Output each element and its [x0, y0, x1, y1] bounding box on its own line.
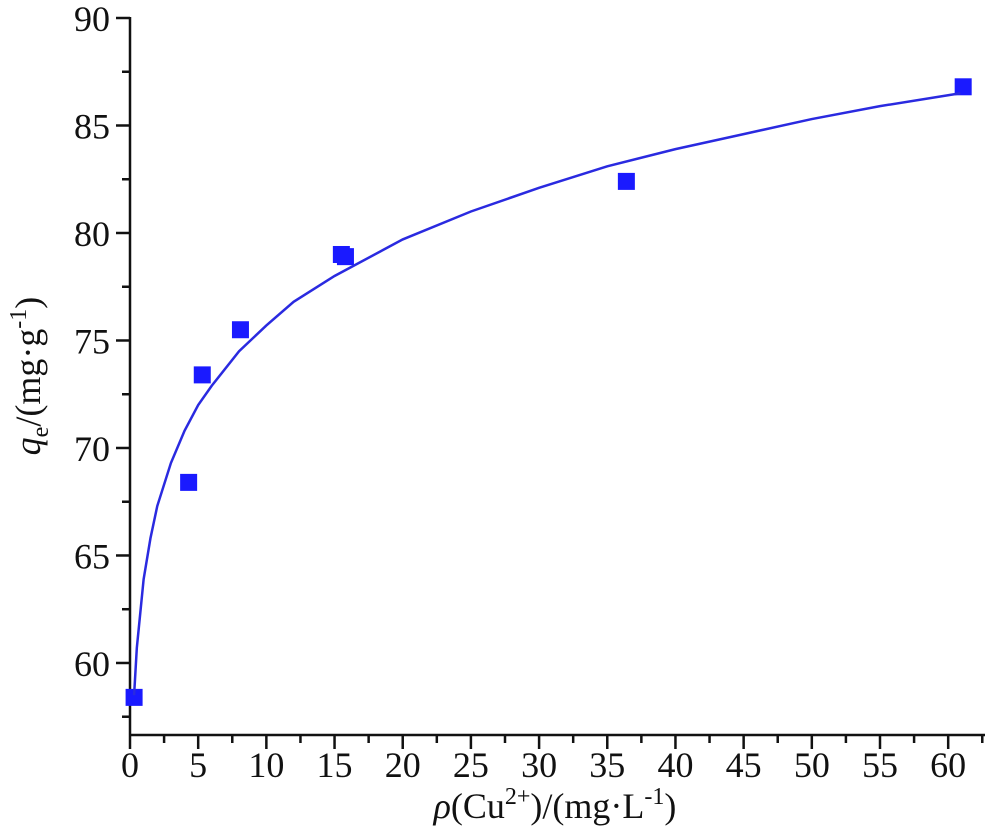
y-tick-label: 80: [74, 214, 110, 254]
data-point: [231, 321, 249, 339]
y-label-part: e: [28, 427, 54, 438]
x-tick-label: 55: [862, 745, 898, 785]
y-tick-label: 90: [74, 0, 110, 39]
y-axis-label: qe/(mg·g-1): [6, 297, 54, 456]
x-tick-label: 45: [726, 745, 762, 785]
data-point: [954, 78, 972, 96]
data-point: [336, 248, 354, 266]
x-label-part: (Cu: [451, 786, 505, 826]
x-tick-label: 20: [385, 745, 421, 785]
x-tick-label: 60: [930, 745, 966, 785]
x-label-part: 2+: [505, 784, 531, 810]
fit-curve: [132, 92, 961, 696]
x-tick-label: 40: [657, 745, 693, 785]
y-label-part: -1: [6, 309, 32, 329]
y-tick-label: 85: [74, 106, 110, 146]
x-label-part: ): [664, 786, 676, 826]
data-point: [180, 473, 198, 491]
y-label-part: ): [8, 297, 48, 309]
y-tick-label: 75: [74, 321, 110, 361]
x-label-part: ρ: [433, 786, 451, 826]
x-tick-label: 15: [317, 745, 353, 785]
x-tick-label: 30: [521, 745, 557, 785]
x-tick-label: 25: [453, 745, 489, 785]
y-tick-label: 60: [74, 644, 110, 684]
y-label-part: q: [8, 437, 48, 455]
x-tick-label: 10: [248, 745, 284, 785]
x-tick-label: 5: [189, 745, 207, 785]
x-tick-label: 0: [121, 745, 139, 785]
y-label-part: /(mg·g: [8, 329, 48, 427]
data-point: [617, 172, 635, 190]
x-tick-label: 35: [589, 745, 625, 785]
data-point: [125, 688, 143, 706]
y-tick-label: 70: [74, 429, 110, 469]
x-label-part: )/(mg·L: [530, 786, 644, 826]
y-tick-label: 65: [74, 536, 110, 576]
data-point: [193, 366, 211, 384]
x-tick-label: 50: [794, 745, 830, 785]
x-axis-label: ρ(Cu2+)/(mg·L-1): [433, 784, 677, 826]
x-label-part: -1: [644, 784, 664, 810]
